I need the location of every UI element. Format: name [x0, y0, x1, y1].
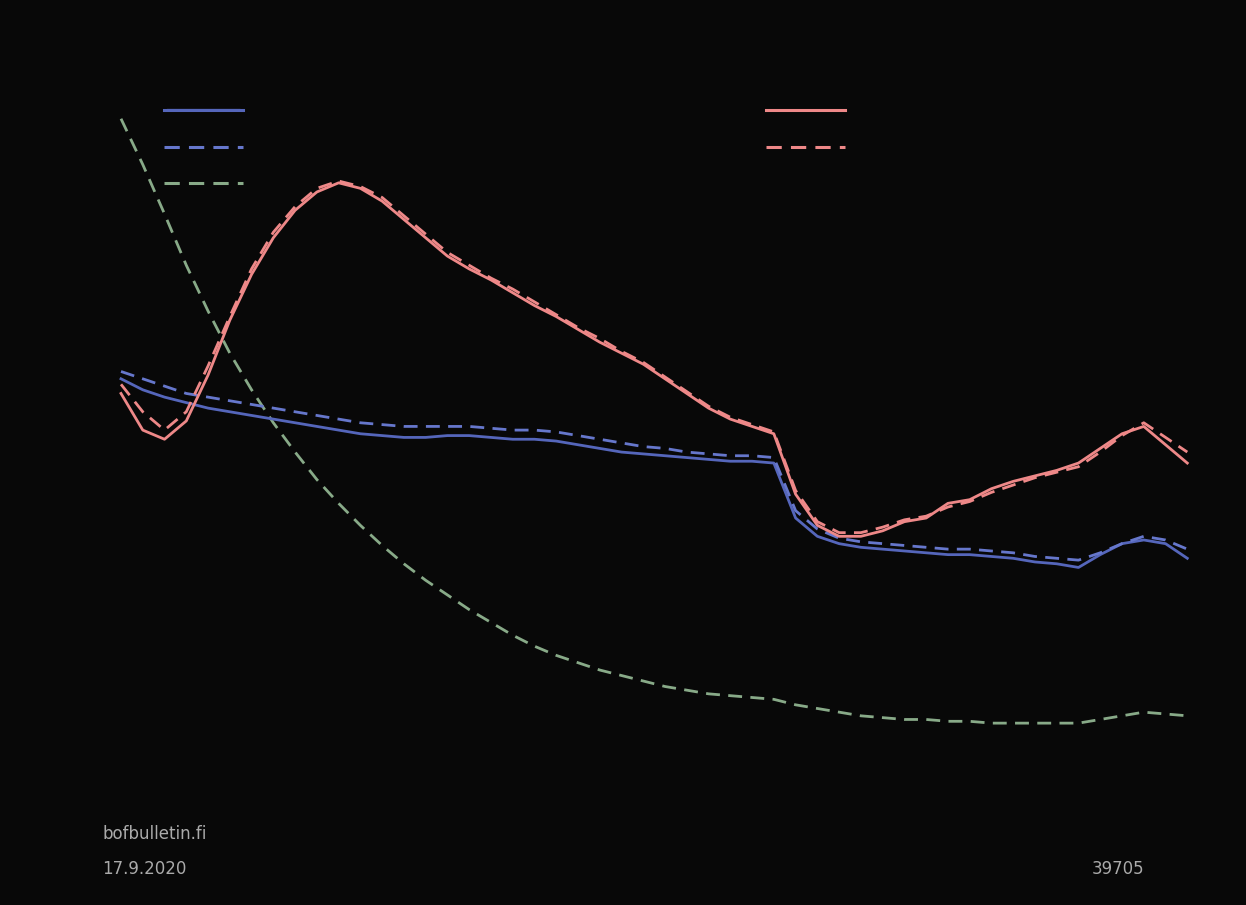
Text: 39705: 39705: [1091, 860, 1144, 878]
Text: bofbulletin.fi: bofbulletin.fi: [102, 825, 207, 843]
Text: 17.9.2020: 17.9.2020: [102, 860, 187, 878]
